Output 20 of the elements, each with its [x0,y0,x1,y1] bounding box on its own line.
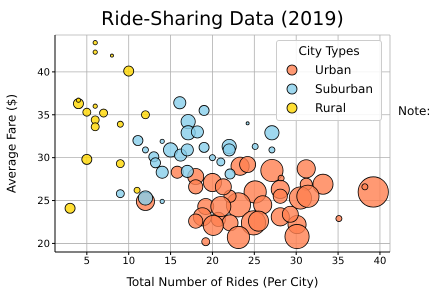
x-tick-label: 20 [206,256,219,268]
legend-label: Urban [315,62,352,76]
y-tick-label: 25 [37,196,50,208]
y-tick-label: 35 [37,110,50,122]
y-tick-label: 20 [37,238,50,250]
x-tick-label: 5 [84,256,90,268]
legend-label: Suburban [315,82,373,96]
x-tick-label: 25 [248,256,261,268]
legend-label: Rural [315,100,346,114]
legend-title: City Types [297,44,361,58]
x-tick-label: 35 [332,256,344,268]
x-tick-label: 40 [374,256,386,268]
x-tick-label: 10 [122,256,136,268]
y-tick-label: 40 [37,67,50,78]
y-axis-title: Average Fare ($) [4,94,18,194]
y-tick-label: 30 [37,153,50,164]
chart-title: Ride-Sharing Data (2019) [100,8,345,30]
text: Note: [398,104,430,118]
x-tick-label: 15 [164,256,177,268]
x-tick-label: 30 [290,256,303,268]
